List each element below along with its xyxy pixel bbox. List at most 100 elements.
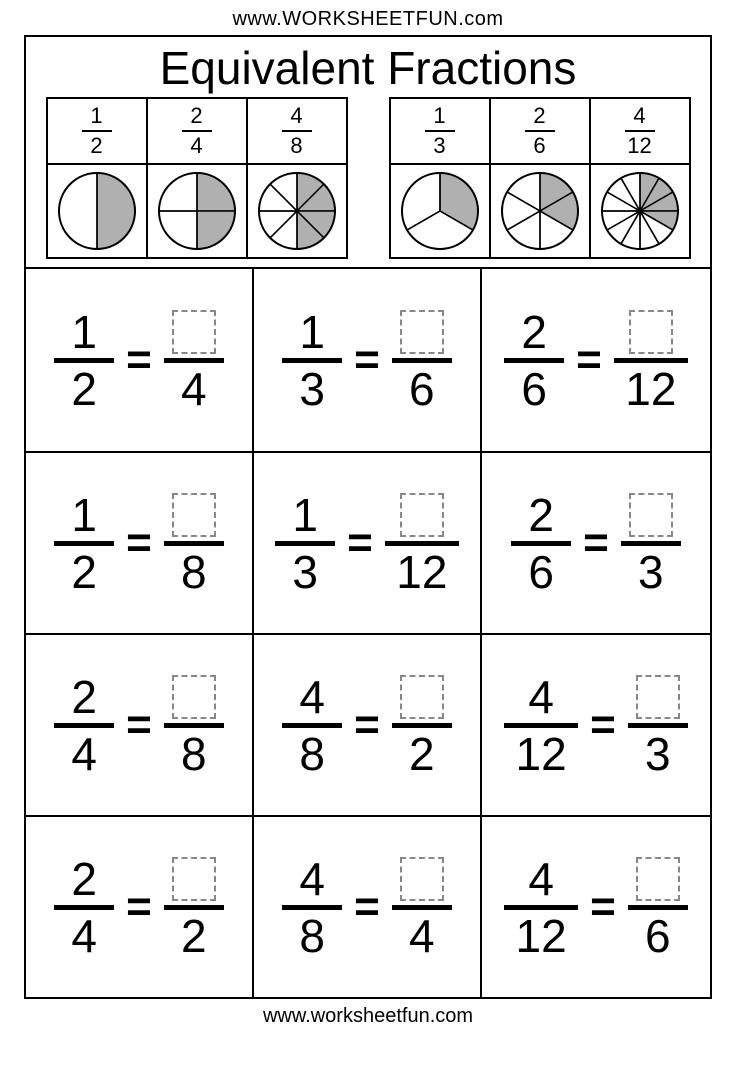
given-fraction: 2 6 xyxy=(504,308,564,413)
answer-fraction: 8 xyxy=(164,673,224,778)
fraction-numerator: 1 xyxy=(71,491,97,539)
equals-sign: = xyxy=(352,335,382,385)
example-pie xyxy=(590,164,690,258)
problem-cell: 2 6 = 3 xyxy=(482,451,710,633)
answer-blank[interactable] xyxy=(636,673,680,721)
equals-sign: = xyxy=(124,335,154,385)
fraction-denominator: 4 xyxy=(190,135,202,157)
answer-fraction: 4 xyxy=(392,855,452,960)
given-fraction: 2 4 xyxy=(54,855,114,960)
footer-url: www.worksheetfun.com xyxy=(24,1005,712,1028)
answer-blank[interactable] xyxy=(629,491,673,539)
given-fraction: 4 8 xyxy=(282,855,342,960)
answer-blank[interactable] xyxy=(172,308,216,356)
worksheet-title: Equivalent Fractions xyxy=(26,37,710,97)
fraction-denominator: 12 xyxy=(516,912,567,960)
fraction-denominator: 2 xyxy=(181,912,207,960)
answer-blank[interactable] xyxy=(172,855,216,903)
fraction-denominator: 12 xyxy=(625,365,676,413)
fraction-denominator: 2 xyxy=(409,730,435,778)
fraction-numerator: 4 xyxy=(299,855,325,903)
fraction-denominator: 6 xyxy=(533,135,545,157)
fraction-denominator: 3 xyxy=(292,548,318,596)
answer-blank[interactable] xyxy=(629,308,673,356)
fraction-numerator: 1 xyxy=(433,105,445,127)
answer-blank[interactable] xyxy=(400,308,444,356)
problem-cell: 4 12 = 6 xyxy=(482,815,710,997)
answer-fraction: 6 xyxy=(628,855,688,960)
equals-sign: = xyxy=(574,335,604,385)
fraction-denominator: 2 xyxy=(90,135,102,157)
fraction-denominator: 3 xyxy=(645,730,671,778)
answer-fraction: 8 xyxy=(164,491,224,596)
problem-cell: 4 12 = 3 xyxy=(482,633,710,815)
problem-cell: 2 4 = 2 xyxy=(26,815,254,997)
worksheet-frame: Equivalent Fractions 1224481326412 1 2 =… xyxy=(24,35,712,999)
equals-sign: = xyxy=(345,518,375,568)
fraction-numerator: 1 xyxy=(299,308,325,356)
fraction-numerator: 4 xyxy=(528,673,554,721)
fraction-denominator: 8 xyxy=(299,912,325,960)
fraction-numerator: 2 xyxy=(71,855,97,903)
problem-cell: 2 6 = 12 xyxy=(482,269,710,451)
fraction-numerator: 2 xyxy=(521,308,547,356)
given-fraction: 2 4 xyxy=(54,673,114,778)
fraction-denominator: 8 xyxy=(181,730,207,778)
fraction-numerator: 2 xyxy=(528,491,554,539)
answer-blank[interactable] xyxy=(400,855,444,903)
fraction-numerator: 2 xyxy=(71,673,97,721)
example-pie xyxy=(490,164,590,258)
equals-sign: = xyxy=(588,882,618,932)
answer-fraction: 6 xyxy=(392,308,452,413)
header-url: www.WORKSHEETFUN.com xyxy=(24,8,712,31)
fraction-denominator: 8 xyxy=(181,548,207,596)
fraction-denominator: 8 xyxy=(299,730,325,778)
answer-fraction: 3 xyxy=(621,491,681,596)
example-fraction: 24 xyxy=(147,98,247,164)
problem-cell: 1 3 = 12 xyxy=(254,451,482,633)
example-fraction: 12 xyxy=(47,98,147,164)
equals-sign: = xyxy=(581,518,611,568)
fraction-numerator: 2 xyxy=(190,105,202,127)
equals-sign: = xyxy=(588,700,618,750)
answer-blank[interactable] xyxy=(400,491,444,539)
given-fraction: 1 2 xyxy=(54,308,114,413)
problem-cell: 1 3 = 6 xyxy=(254,269,482,451)
example-fraction: 26 xyxy=(490,98,590,164)
given-fraction: 1 3 xyxy=(275,491,335,596)
answer-fraction: 3 xyxy=(628,673,688,778)
answer-fraction: 2 xyxy=(164,855,224,960)
example-pie xyxy=(390,164,490,258)
fraction-denominator: 2 xyxy=(71,365,97,413)
equals-sign: = xyxy=(124,700,154,750)
answer-blank[interactable] xyxy=(400,673,444,721)
problem-cell: 4 8 = 2 xyxy=(254,633,482,815)
answer-fraction: 12 xyxy=(614,308,688,413)
given-fraction: 4 8 xyxy=(282,673,342,778)
problem-cell: 1 2 = 4 xyxy=(26,269,254,451)
fraction-numerator: 1 xyxy=(292,491,318,539)
equals-sign: = xyxy=(124,882,154,932)
fraction-denominator: 3 xyxy=(433,135,445,157)
fraction-numerator: 4 xyxy=(299,673,325,721)
answer-fraction: 12 xyxy=(385,491,459,596)
example-fraction: 412 xyxy=(590,98,690,164)
fraction-numerator: 1 xyxy=(90,105,102,127)
fraction-numerator: 1 xyxy=(71,308,97,356)
equals-sign: = xyxy=(352,882,382,932)
fraction-numerator: 4 xyxy=(290,105,302,127)
example-group: 1 3 26412 xyxy=(389,97,691,259)
example-pie xyxy=(247,164,347,258)
fraction-denominator: 6 xyxy=(409,365,435,413)
fraction-denominator: 4 xyxy=(181,365,207,413)
given-fraction: 2 6 xyxy=(511,491,571,596)
answer-blank[interactable] xyxy=(172,491,216,539)
fraction-denominator: 8 xyxy=(290,135,302,157)
answer-blank[interactable] xyxy=(636,855,680,903)
given-fraction: 4 12 xyxy=(504,855,578,960)
problems-grid: 1 2 = 4 1 3 = 6 2 6 = 12 xyxy=(26,269,710,997)
examples-row: 1224481326412 xyxy=(26,97,710,269)
answer-blank[interactable] xyxy=(172,673,216,721)
worksheet-page: www.WORKSHEETFUN.com Equivalent Fraction… xyxy=(0,0,736,1036)
answer-fraction: 4 xyxy=(164,308,224,413)
